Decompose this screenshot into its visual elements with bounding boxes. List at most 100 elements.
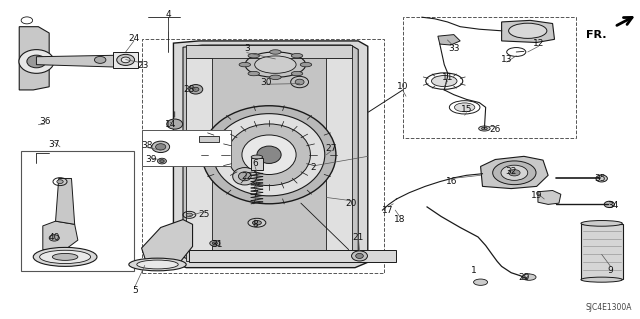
Ellipse shape <box>474 279 488 286</box>
Polygon shape <box>186 58 212 250</box>
Text: 36: 36 <box>39 117 51 126</box>
Text: 11: 11 <box>442 73 453 82</box>
Text: 22: 22 <box>241 172 252 181</box>
Polygon shape <box>438 34 460 45</box>
Ellipse shape <box>351 251 367 261</box>
Ellipse shape <box>212 242 218 245</box>
Ellipse shape <box>291 76 308 88</box>
Text: 26: 26 <box>490 125 501 134</box>
Ellipse shape <box>300 63 312 67</box>
Text: 30: 30 <box>260 78 271 86</box>
Ellipse shape <box>52 253 78 260</box>
Text: 23: 23 <box>137 61 148 70</box>
Ellipse shape <box>252 220 261 225</box>
Text: 6: 6 <box>252 159 258 168</box>
Ellipse shape <box>160 160 164 162</box>
Ellipse shape <box>239 172 251 181</box>
Text: 34: 34 <box>607 201 619 210</box>
Ellipse shape <box>57 180 63 183</box>
Text: 14: 14 <box>164 120 176 129</box>
Polygon shape <box>251 158 262 170</box>
Text: 9: 9 <box>608 266 614 275</box>
Ellipse shape <box>248 54 259 58</box>
Text: 39: 39 <box>145 155 157 164</box>
Polygon shape <box>19 27 49 90</box>
Ellipse shape <box>581 220 622 226</box>
Ellipse shape <box>501 165 528 180</box>
Ellipse shape <box>295 79 304 85</box>
Ellipse shape <box>493 161 536 185</box>
Ellipse shape <box>202 106 336 204</box>
Polygon shape <box>538 190 561 204</box>
Text: 25: 25 <box>198 210 210 219</box>
Text: 12: 12 <box>533 39 544 48</box>
Polygon shape <box>36 55 129 67</box>
Polygon shape <box>141 219 193 268</box>
Ellipse shape <box>213 114 324 196</box>
Ellipse shape <box>129 258 186 271</box>
Text: 32: 32 <box>506 167 517 176</box>
Text: 31: 31 <box>211 240 223 249</box>
Ellipse shape <box>509 23 547 38</box>
Ellipse shape <box>49 235 60 241</box>
Text: FR.: FR. <box>586 30 607 40</box>
Text: 37: 37 <box>49 140 60 149</box>
Text: 35: 35 <box>595 174 606 183</box>
Text: 21: 21 <box>353 234 364 242</box>
Bar <box>20 151 134 271</box>
Ellipse shape <box>291 71 303 76</box>
Text: SJC4E1300A: SJC4E1300A <box>586 303 632 312</box>
Text: 38: 38 <box>141 141 152 150</box>
Ellipse shape <box>167 119 182 129</box>
Ellipse shape <box>19 50 54 73</box>
Ellipse shape <box>242 135 296 174</box>
Text: 17: 17 <box>383 206 394 215</box>
Ellipse shape <box>239 63 250 67</box>
Ellipse shape <box>121 57 130 63</box>
Ellipse shape <box>269 50 281 54</box>
Text: 20: 20 <box>345 199 356 208</box>
Polygon shape <box>186 250 352 261</box>
Polygon shape <box>113 52 138 68</box>
Ellipse shape <box>233 167 257 185</box>
Ellipse shape <box>157 158 166 164</box>
Ellipse shape <box>193 87 199 91</box>
Text: 8: 8 <box>252 220 258 229</box>
Polygon shape <box>581 224 623 279</box>
Ellipse shape <box>33 248 97 266</box>
Ellipse shape <box>27 55 46 68</box>
Text: 24: 24 <box>128 34 140 43</box>
Text: 10: 10 <box>397 82 408 91</box>
Ellipse shape <box>248 71 259 76</box>
Ellipse shape <box>604 201 614 208</box>
Ellipse shape <box>251 155 262 159</box>
Text: 2: 2 <box>311 163 316 172</box>
Ellipse shape <box>581 277 622 282</box>
Ellipse shape <box>228 124 310 186</box>
Bar <box>141 130 231 167</box>
Text: 19: 19 <box>531 191 543 200</box>
Text: 40: 40 <box>49 234 60 242</box>
Text: 29: 29 <box>518 273 529 282</box>
Text: 4: 4 <box>166 10 171 19</box>
Ellipse shape <box>189 85 203 94</box>
Polygon shape <box>56 178 75 224</box>
Ellipse shape <box>479 126 490 131</box>
Ellipse shape <box>522 274 536 280</box>
Ellipse shape <box>248 218 266 227</box>
Polygon shape <box>186 45 352 58</box>
Text: 28: 28 <box>184 85 195 94</box>
Ellipse shape <box>356 253 364 258</box>
Ellipse shape <box>269 75 281 79</box>
Text: 5: 5 <box>132 286 138 295</box>
Polygon shape <box>189 250 396 262</box>
Text: 16: 16 <box>446 176 458 186</box>
Text: 18: 18 <box>394 215 405 224</box>
Ellipse shape <box>152 141 170 152</box>
Ellipse shape <box>137 260 178 269</box>
Text: 1: 1 <box>471 266 477 275</box>
Polygon shape <box>199 136 220 142</box>
Ellipse shape <box>454 103 475 112</box>
Ellipse shape <box>116 54 134 65</box>
Ellipse shape <box>257 146 281 163</box>
